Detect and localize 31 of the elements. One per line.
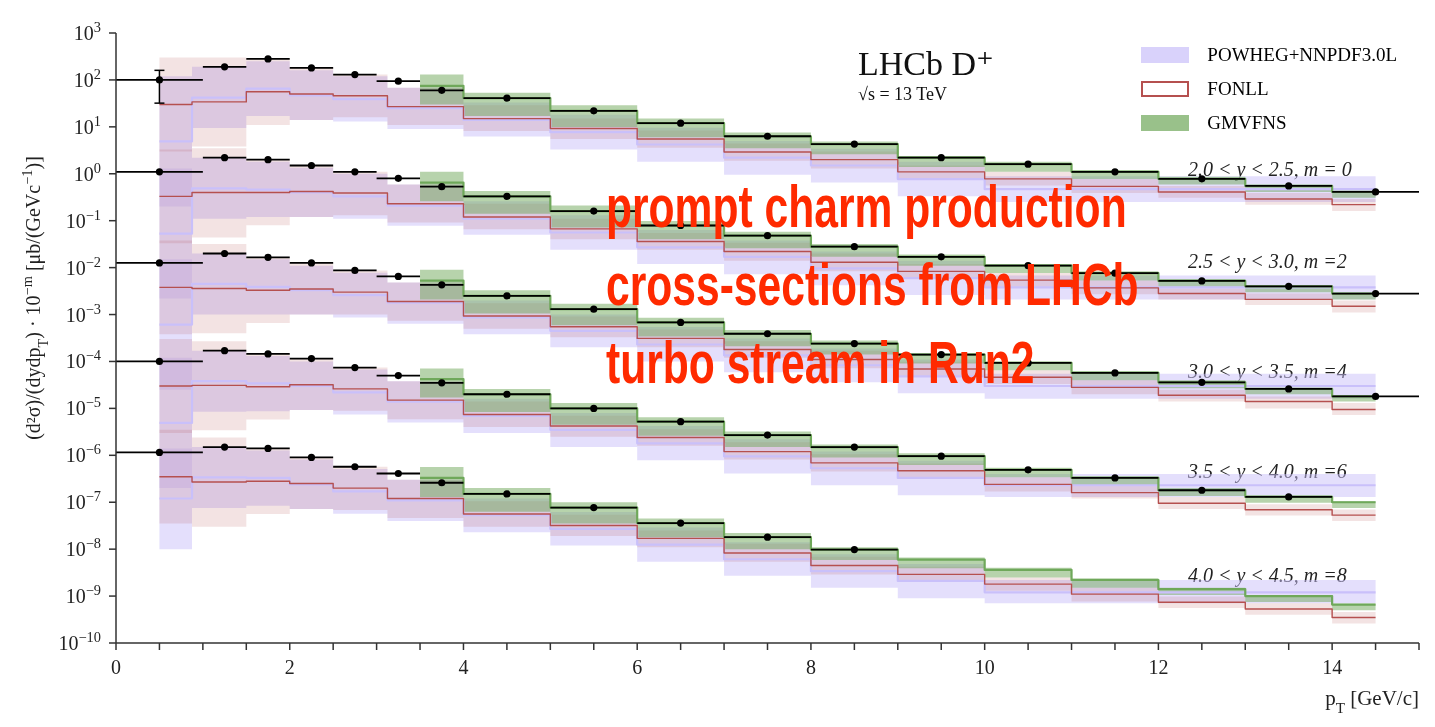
y-tick-label: 10$^{−8}$ [65, 535, 101, 561]
y-tick-label: 10$^{−7}$ [65, 488, 101, 514]
y-tick-label: 10$^{3}$ [73, 19, 101, 44]
x-tick-label: 14 [1322, 656, 1343, 678]
y-tick-label: 10$^{−1}$ [65, 206, 101, 232]
annotation: 3.5 < y < 4.0, m =6 [1188, 460, 1347, 483]
annotation: 2.5 < y < 3.0, m =2 [1188, 250, 1347, 273]
y-tick-label: 10$^{−5}$ [65, 394, 101, 420]
x-tick-label: 4 [458, 656, 469, 678]
annotation: 4.0 < y < 4.5, m =8 [1188, 564, 1347, 587]
x-axis-title: p$_{T}$ [GeV/c] [1325, 686, 1419, 716]
x-tick-label: 0 [111, 656, 121, 678]
y-tick-label: 10$^{1}$ [73, 112, 101, 138]
y-tick-label: 10$^{−9}$ [65, 582, 101, 608]
legend-label: POWHEG+NNPDF3.0L [1207, 44, 1397, 66]
legend-label: FONLL [1207, 78, 1269, 100]
x-tick-label: 6 [632, 656, 643, 678]
y-tick-label: 10$^{−3}$ [65, 300, 101, 326]
y-tick-label: 10$^{−10}$ [58, 629, 101, 654]
y-tick-label: 10$^{0}$ [73, 159, 101, 185]
x-tick-label: 2 [284, 656, 295, 678]
chart-title: LHCb D⁺ [858, 45, 994, 82]
x-tick-label: 8 [805, 656, 816, 678]
y-tick-label: 10$^{−4}$ [65, 347, 101, 373]
text: √s = 13 TeV [858, 84, 948, 105]
legend-label: GMVFNS [1207, 112, 1287, 134]
y-tick-label: 10$^{−2}$ [65, 253, 101, 279]
y-tick-label: 10$^{−6}$ [65, 441, 101, 467]
y-tick-label: 10$^{2}$ [73, 65, 101, 91]
x-tick-label: 12 [1148, 656, 1169, 678]
x-tick-label: 10 [974, 656, 995, 678]
